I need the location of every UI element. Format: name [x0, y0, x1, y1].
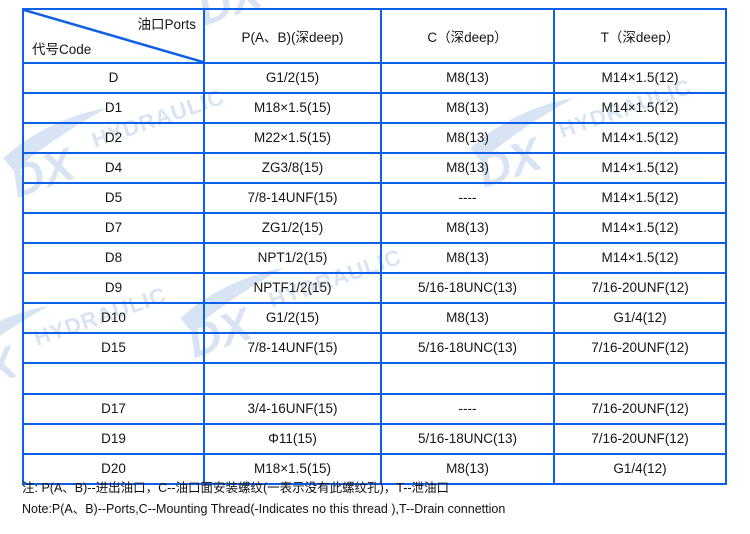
- cell-t: G1/4(12): [553, 453, 727, 485]
- cell-code: D4: [22, 152, 205, 184]
- table-row-empty: [22, 362, 727, 395]
- cell-p: 7/8-14UNF(15): [203, 182, 382, 214]
- cell-p: M18×1.5(15): [203, 453, 382, 485]
- footnote-english: Note:P(A、B)--Ports,C--Mounting Thread(-I…: [22, 502, 506, 516]
- cell-code: D2: [22, 122, 205, 154]
- cell-p: M22×1.5(15): [203, 122, 382, 154]
- cell-t: M14×1.5(12): [553, 242, 727, 274]
- table-row: D4 ZG3/8(15) M8(13) M14×1.5(12): [22, 152, 727, 184]
- cell-p: [203, 362, 382, 395]
- table-row: D19 Φ11(15) 5/16-18UNC(13) 7/16-20UNF(12…: [22, 423, 727, 455]
- table-row: D G1/2(15) M8(13) M14×1.5(12): [22, 62, 727, 94]
- table-body: D G1/2(15) M8(13) M14×1.5(12) D1 M18×1.5…: [22, 62, 727, 485]
- table-row: D7 ZG1/2(15) M8(13) M14×1.5(12): [22, 212, 727, 244]
- column-header-t: T（深deep）: [553, 8, 727, 64]
- cell-c: M8(13): [380, 152, 555, 184]
- cell-code: D9: [22, 272, 205, 304]
- header-code-label: 代号Code: [32, 42, 92, 57]
- table-row: D8 NPT1/2(15) M8(13) M14×1.5(12): [22, 242, 727, 274]
- table-row: D2 M22×1.5(15) M8(13) M14×1.5(12): [22, 122, 727, 154]
- cell-p: Φ11(15): [203, 423, 382, 455]
- cell-c: M8(13): [380, 212, 555, 244]
- cell-c: M8(13): [380, 242, 555, 274]
- cell-c: M8(13): [380, 122, 555, 154]
- header-corner-cell: 油口Ports 代号Code: [22, 8, 205, 64]
- cell-t: M14×1.5(12): [553, 62, 727, 94]
- cell-p: NPTF1/2(15): [203, 272, 382, 304]
- cell-t: 7/16-20UNF(12): [553, 272, 727, 304]
- cell-p: 7/8-14UNF(15): [203, 332, 382, 364]
- footnote-chinese: 注: P(A、B)--进出油口，C--油口面安装螺纹(一表示没有此螺纹孔)，T-…: [22, 481, 450, 495]
- table-row: D5 7/8-14UNF(15) ---- M14×1.5(12): [22, 182, 727, 214]
- column-header-p: P(A、B)(深deep): [203, 8, 382, 64]
- cell-p: G1/2(15): [203, 62, 382, 94]
- cell-code: D19: [22, 423, 205, 455]
- column-header-c: C（深deep）: [380, 8, 555, 64]
- cell-p: M18×1.5(15): [203, 92, 382, 124]
- table-footnotes: 注: P(A、B)--进出油口，C--油口面安装螺纹(一表示没有此螺纹孔)，T-…: [22, 478, 732, 520]
- cell-code: D5: [22, 182, 205, 214]
- cell-p: G1/2(15): [203, 302, 382, 334]
- cell-c: M8(13): [380, 453, 555, 485]
- cell-c: 5/16-18UNC(13): [380, 423, 555, 455]
- cell-c: M8(13): [380, 62, 555, 94]
- diagonal-divider-icon: [25, 11, 202, 61]
- cell-t: M14×1.5(12): [553, 92, 727, 124]
- table-row: D9 NPTF1/2(15) 5/16-18UNC(13) 7/16-20UNF…: [22, 272, 727, 304]
- cell-c: M8(13): [380, 92, 555, 124]
- cell-t: G1/4(12): [553, 302, 727, 334]
- cell-t: 7/16-20UNF(12): [553, 423, 727, 455]
- cell-code: D17: [22, 393, 205, 425]
- cell-code: D15: [22, 332, 205, 364]
- cell-t: [553, 362, 727, 395]
- cell-p: ZG1/2(15): [203, 212, 382, 244]
- cell-c: [380, 362, 555, 395]
- table-row: D1 M18×1.5(15) M8(13) M14×1.5(12): [22, 92, 727, 124]
- cell-t: 7/16-20UNF(12): [553, 332, 727, 364]
- port-code-spec-table: 油口Ports 代号Code P(A、B)(深deep) C（深deep） T（…: [22, 8, 727, 485]
- table-row: D10 G1/2(15) M8(13) G1/4(12): [22, 302, 727, 334]
- header-ports-label: 油口Ports: [137, 17, 196, 32]
- cell-c: 5/16-18UNC(13): [380, 332, 555, 364]
- cell-code: D: [22, 62, 205, 94]
- cell-p: ZG3/8(15): [203, 152, 382, 184]
- cell-code: D7: [22, 212, 205, 244]
- cell-code: [22, 362, 205, 395]
- table-row: D15 7/8-14UNF(15) 5/16-18UNC(13) 7/16-20…: [22, 332, 727, 364]
- port-code-spec-table-container: 油口Ports 代号Code P(A、B)(深deep) C（深deep） T（…: [22, 8, 727, 485]
- table-header-row: 油口Ports 代号Code P(A、B)(深deep) C（深deep） T（…: [22, 8, 727, 64]
- cell-p: 3/4-16UNF(15): [203, 393, 382, 425]
- cell-c: ----: [380, 182, 555, 214]
- cell-code: D8: [22, 242, 205, 274]
- cell-t: M14×1.5(12): [553, 122, 727, 154]
- table-row: D17 3/4-16UNF(15) ---- 7/16-20UNF(12): [22, 393, 727, 425]
- cell-c: 5/16-18UNC(13): [380, 272, 555, 304]
- cell-code: D20: [22, 453, 205, 485]
- cell-code: D1: [22, 92, 205, 124]
- cell-t: M14×1.5(12): [553, 152, 727, 184]
- table-row: D20 M18×1.5(15) M8(13) G1/4(12): [22, 453, 727, 485]
- cell-c: ----: [380, 393, 555, 425]
- cell-t: M14×1.5(12): [553, 182, 727, 214]
- cell-t: M14×1.5(12): [553, 212, 727, 244]
- cell-t: 7/16-20UNF(12): [553, 393, 727, 425]
- cell-c: M8(13): [380, 302, 555, 334]
- cell-code: D10: [22, 302, 205, 334]
- cell-p: NPT1/2(15): [203, 242, 382, 274]
